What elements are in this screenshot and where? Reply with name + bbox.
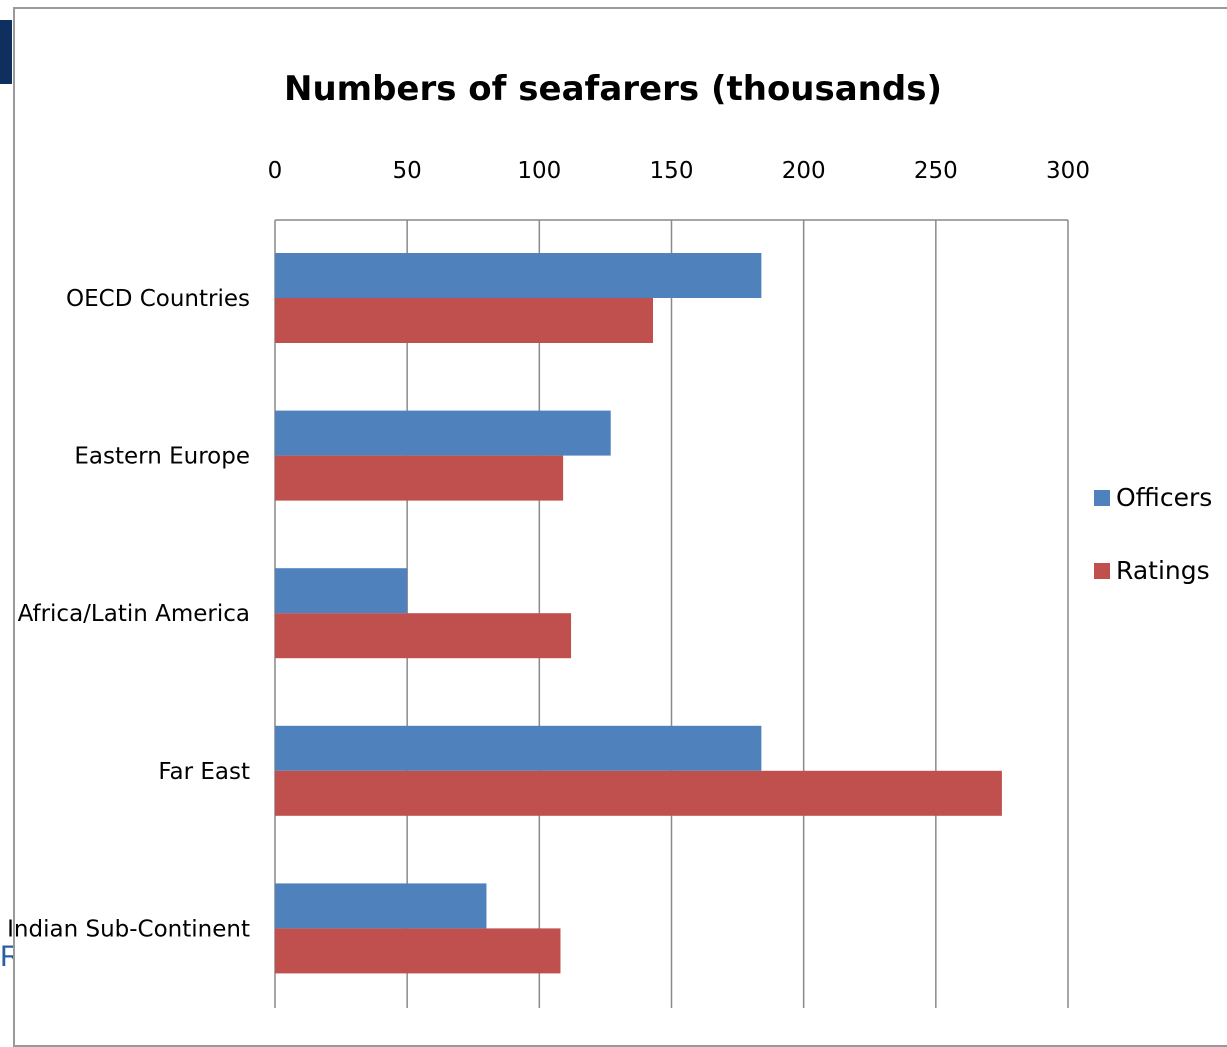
category-labels: OECD Countries Eastern Europe Africa/Latin… — [7, 286, 250, 942]
bar-ratings — [275, 298, 653, 343]
legend-swatch — [1094, 563, 1110, 579]
x-tick-label: 50 — [393, 158, 422, 184]
legend-label: Officers — [1116, 483, 1212, 512]
category-label: Indian Sub-Continent — [7, 916, 250, 942]
x-axis-ticks: 0 50 100 150 200 250 300 — [268, 158, 1090, 184]
category-label: Eastern Europe — [74, 444, 250, 470]
chart-frame — [13, 7, 1227, 1047]
slide-accent-bar — [0, 20, 12, 84]
x-tick-label: 300 — [1046, 158, 1090, 184]
chart-title: Numbers of seafarers (thousands) — [284, 69, 942, 109]
x-tick-label: 100 — [517, 158, 561, 184]
bar-officers — [275, 410, 611, 456]
x-tick-label: 200 — [782, 158, 826, 184]
bar-officers — [275, 253, 762, 298]
legend-label: Ratings — [1116, 556, 1210, 585]
bar-officers — [275, 883, 487, 929]
x-tick-label: 150 — [650, 158, 694, 184]
x-tick-label: 0 — [268, 158, 283, 184]
bar-officers — [275, 725, 762, 771]
bar-ratings — [275, 928, 561, 974]
legend-swatch — [1094, 490, 1110, 506]
bar-ratings — [275, 770, 1002, 816]
bar-officers — [275, 568, 408, 614]
category-label: OECD Countries — [66, 286, 250, 312]
category-label: Far East — [158, 759, 250, 785]
category-label: Africa/Latin America — [18, 601, 250, 627]
bar-ratings — [275, 455, 564, 501]
bars — [275, 253, 1002, 974]
x-tick-label: 250 — [914, 158, 958, 184]
legend: Officers Ratings — [1094, 483, 1212, 585]
bar-ratings — [275, 613, 572, 659]
